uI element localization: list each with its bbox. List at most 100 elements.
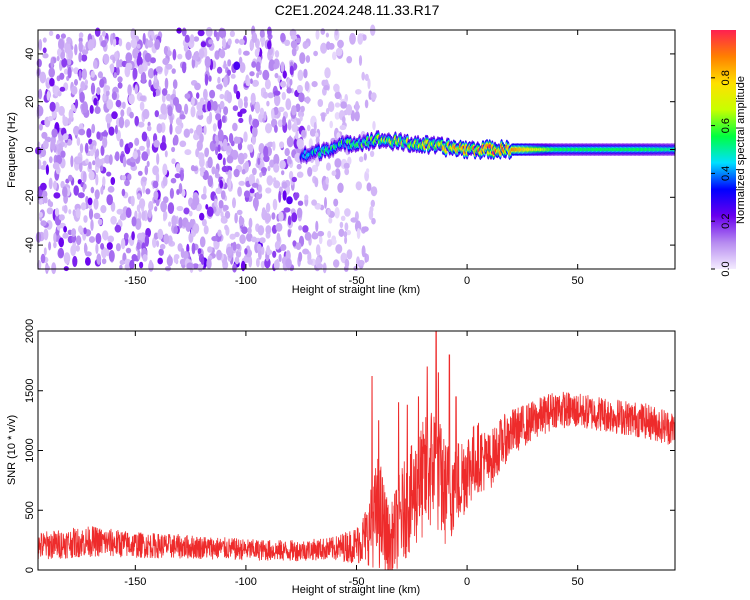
noise-blob [349,32,356,45]
noise-blob [329,120,334,129]
snr-y-axis-label: SNR (10 * v/v) [6,415,18,485]
noise-blob [141,176,148,182]
noise-blob [116,58,120,71]
noise-blob [215,145,219,156]
noise-blob [222,204,229,211]
noise-blob [92,160,96,166]
noise-blob [350,110,356,122]
noise-blob [350,217,358,223]
noise-blob [176,27,182,34]
noise-blob [45,164,50,175]
noise-blob [338,228,345,237]
noise-blob [152,90,156,98]
noise-blob [51,128,58,138]
noise-blob [50,138,56,151]
noise-blob [54,101,60,113]
noise-blob [81,49,89,55]
noise-blob [51,262,57,275]
noise-blob [252,167,257,176]
noise-blob [150,57,156,64]
noise-blob [95,156,100,168]
noise-blob [257,184,262,193]
noise-blob [83,242,88,255]
noise-blob [334,91,341,100]
noise-blob [38,198,43,205]
noise-blob [168,221,172,227]
noise-blob [205,26,213,38]
noise-blob [274,124,278,133]
noise-blob [205,204,209,210]
spectrogram-y-ticks: -40 -20 0 20 40 [24,48,675,253]
noise-blob [218,199,224,209]
noise-blob [311,199,317,206]
noise-blob [144,165,149,176]
noise-blob [171,68,176,74]
noise-blob [94,106,101,114]
noise-blob [355,181,362,191]
noise-blob [196,92,200,99]
noise-blob [318,235,323,245]
noise-blob [132,67,138,80]
noise-blob [356,228,361,240]
noise-blob [250,104,255,112]
noise-blob [223,60,227,69]
noise-blob [192,263,200,269]
noise-blob [366,254,369,262]
noise-blob [104,154,111,164]
noise-blob [273,259,280,270]
noise-blob [240,260,246,272]
noise-blob [114,125,118,135]
noise-blob [263,145,269,158]
noise-blob [272,141,276,151]
noise-blob [208,39,214,45]
noise-blob [95,148,100,158]
noise-blob [45,265,50,272]
noise-blob [237,142,243,151]
noise-blob [160,103,167,115]
noise-blob [340,215,346,221]
noise-blob [288,158,292,165]
noise-blob [273,63,278,70]
noise-blob [90,70,96,78]
noise-blob [178,217,183,229]
noise-blob [171,146,176,153]
snr-x-axis-label: Height of straight line (km) [292,584,420,596]
noise-blob [175,125,182,135]
noise-blob [289,78,293,86]
noise-blob [58,237,64,248]
noise-blob [42,37,47,43]
noise-blob [97,218,103,226]
noise-blob [362,226,369,233]
noise-blob [221,115,226,123]
noise-blob [344,236,348,245]
noise-blob [304,231,312,241]
noise-blob [141,210,146,221]
noise-blob [266,100,270,107]
noise-blob [346,229,352,236]
noise-blob [90,82,96,95]
noise-blob [106,171,112,177]
noise-blob [354,101,360,112]
y-tick-label: -40 [24,237,36,253]
noise-blob [251,125,258,138]
noise-blob [192,195,200,207]
noise-blob [217,117,222,130]
noise-blob [315,29,320,40]
noise-blob [265,187,272,194]
noise-blob [259,107,264,116]
noise-blob [148,79,152,88]
noise-blob [281,170,285,176]
noise-blob [68,209,72,215]
noise-blob [111,91,117,101]
x-tick-label: -150 [124,576,146,588]
y-tick-label: 1000 [24,438,36,462]
noise-blob [62,133,69,141]
noise-blob [159,142,167,151]
noise-blob [216,84,223,90]
noise-blob [93,97,98,106]
noise-blob [55,33,61,40]
noise-blob [264,79,271,90]
noise-blob [317,230,325,237]
noise-blob [46,207,54,215]
noise-blob [248,255,253,268]
